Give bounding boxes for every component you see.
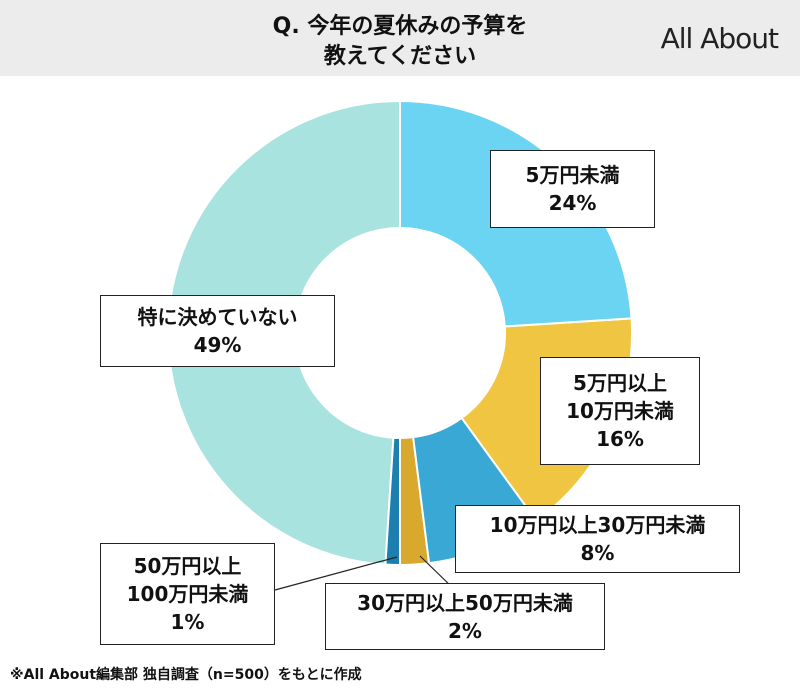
header: Q. 今年の夏休みの予算を 教えてください All About: [0, 0, 800, 76]
footnote: ※All About編集部 独自調査（n=500）をもとに作成: [10, 667, 362, 683]
category-label: 特に決めていない: [137, 305, 298, 329]
value-label: 2%: [448, 618, 482, 643]
label-box: 特に決めていない 49%: [100, 295, 335, 367]
category-label: 5万円未満: [525, 163, 620, 187]
label-box: 5万円以上 10万円未満 16%: [540, 357, 700, 465]
value-label: 8%: [580, 541, 615, 565]
label-box: 5万円未満 24%: [490, 150, 655, 228]
value-label: 1%: [170, 610, 205, 634]
title: Q. 今年の夏休みの予算を: [272, 14, 528, 39]
value-label: 49%: [193, 333, 242, 357]
category-label: 30万円以上50万円未満: [357, 590, 573, 615]
category-label: 5万円以上 10万円未満: [566, 371, 674, 423]
category-label: 50万円以上 100万円未満: [126, 554, 249, 606]
value-label: 16%: [596, 427, 644, 451]
donut-segment: [399, 436, 431, 567]
category-label: 10万円以上30万円未満: [489, 513, 706, 537]
logo: All About: [660, 22, 779, 55]
title: 教えてください: [323, 44, 477, 69]
value-label: 24%: [548, 191, 597, 215]
label-box: 30万円以上50万円未満 2%: [325, 583, 605, 650]
leader-line: [274, 556, 398, 591]
label-box: 50万円以上 100万円未満 1%: [100, 543, 275, 645]
label-box: 10万円以上30万円未満 8%: [455, 505, 740, 573]
